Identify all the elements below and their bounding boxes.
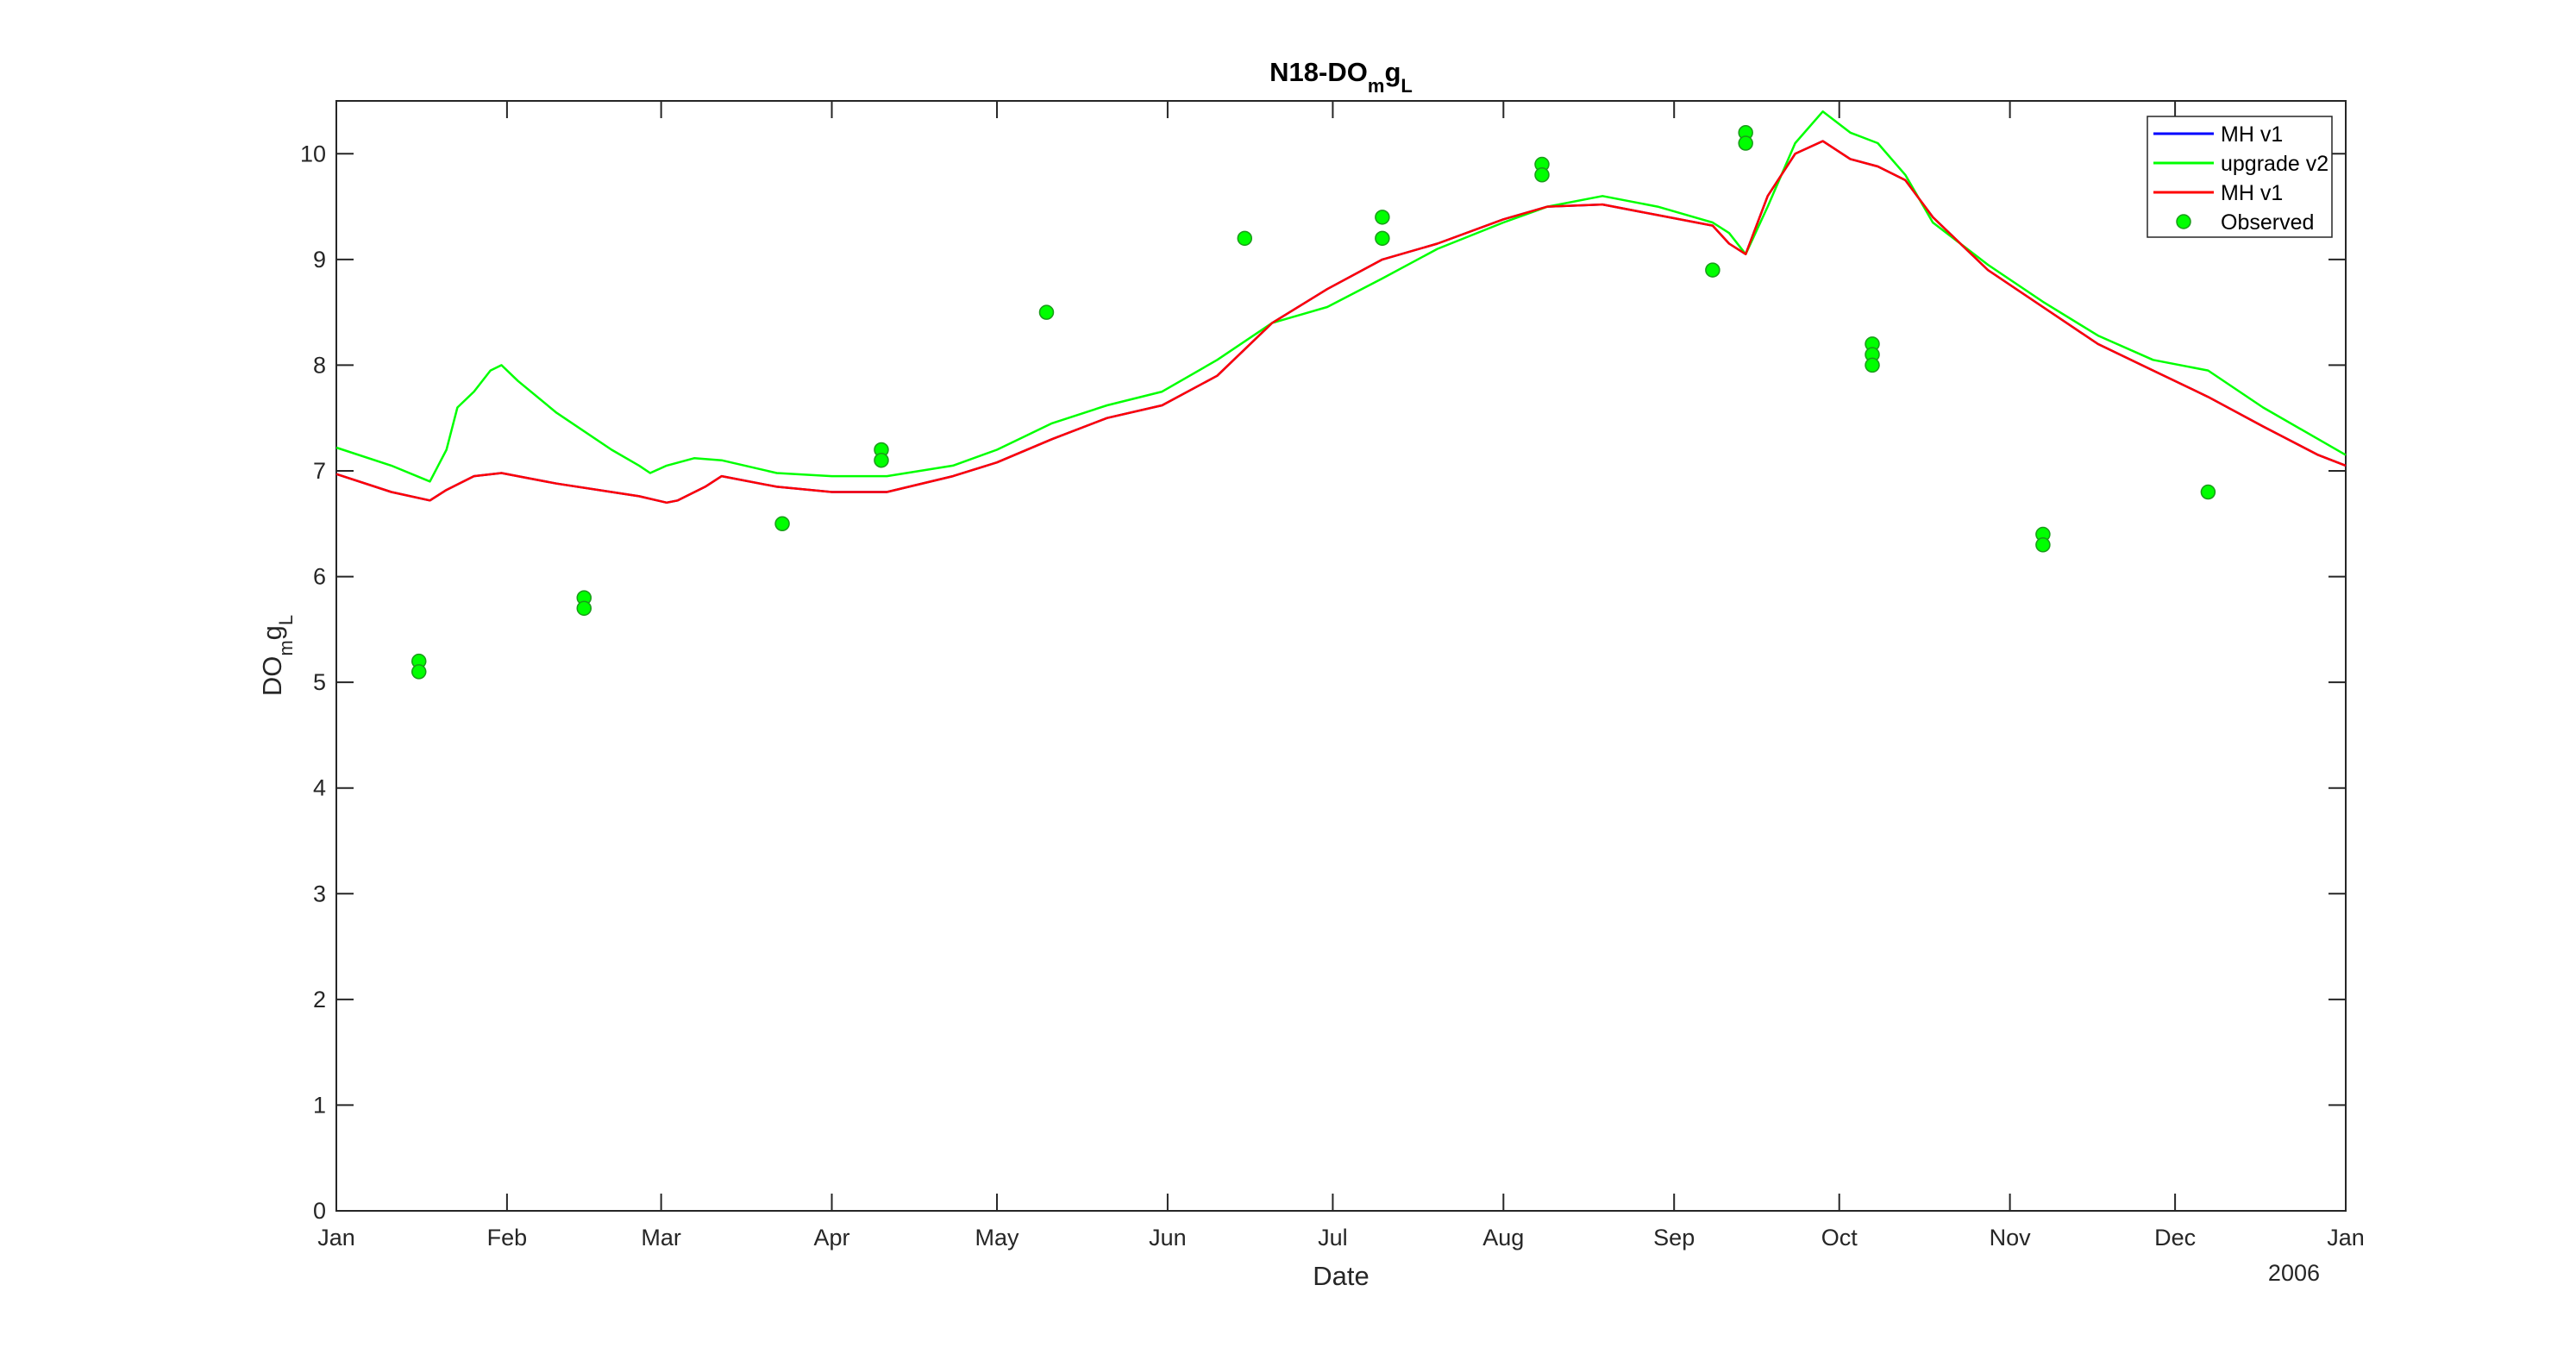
y-tick-label: 7 (313, 458, 326, 484)
observed-point (2200, 484, 2216, 500)
x-tick-label: Oct (1821, 1225, 1858, 1251)
observed-point (1038, 304, 1055, 320)
y-tick-label: 0 (313, 1198, 326, 1224)
y-tick-label: 2 (313, 987, 326, 1012)
legend: MH v1 upgrade v2 MH v1 Observed (2147, 116, 2333, 238)
x-tick-label: Apr (814, 1225, 850, 1251)
legend-entry-label: Observed (2221, 210, 2314, 235)
y-axis-label-sub: m (275, 640, 297, 655)
x-axis-label: Date (1313, 1261, 1369, 1291)
x-tick-label: Aug (1482, 1225, 1524, 1251)
x-tick-label: Mar (641, 1225, 681, 1251)
year-label: 2006 (2268, 1260, 2320, 1286)
y-tick-label: 5 (313, 669, 326, 695)
x-tick-label: Nov (1990, 1225, 2032, 1251)
y-tick-label: 6 (313, 564, 326, 590)
x-tick-label: Jan (2327, 1225, 2365, 1251)
y-axis-ticks: 0 1 2 3 4 5 6 7 8 9 10 (300, 141, 2346, 1224)
x-tick-label: May (975, 1225, 1020, 1251)
observed-point (1375, 210, 1390, 225)
y-axis-label-sub2: L (275, 615, 297, 625)
x-axis-ticks: Jan Feb Mar Apr May Jun Jul Aug Sep Oct Nov Dec Jan (317, 101, 2365, 1251)
series-layer (335, 110, 2347, 680)
series-line-3 (335, 140, 2347, 505)
y-tick-label: 3 (313, 881, 326, 906)
y-tick-label: 9 (313, 247, 326, 273)
y-tick-label: 10 (300, 141, 326, 166)
observed-point (1705, 262, 1720, 278)
x-tick-label: Jul (1318, 1225, 1348, 1251)
x-tick-label: Dec (2154, 1225, 2196, 1251)
legend-entry-label: MH v1 (2221, 122, 2283, 147)
observed-point (1375, 230, 1390, 247)
observed-point (576, 600, 592, 617)
x-tick-label: Sep (1653, 1225, 1695, 1251)
observed-point (874, 452, 889, 468)
x-tick-label: Jan (317, 1225, 355, 1251)
chart-title-sub: m (1368, 75, 1385, 97)
chart-title-suffix: g (1384, 57, 1401, 87)
y-tick-label: 8 (313, 352, 326, 378)
y-axis-label: DOmgL (257, 615, 297, 696)
chart-title-sub2: L (1401, 75, 1412, 97)
y-axis-label-main: DO (257, 656, 287, 697)
x-tick-label: Jun (1149, 1225, 1187, 1251)
y-tick-label: 1 (313, 1092, 326, 1118)
chart-title: N18-DOmgL (1269, 57, 1413, 97)
observed-point (1534, 167, 1550, 183)
observed-point (1738, 135, 1753, 151)
legend-swatch-marker (2176, 214, 2191, 229)
observed-point (1237, 230, 1253, 247)
legend-items: MH v1 upgrade v2 MH v1 Observed (2153, 122, 2328, 235)
observed-point (774, 516, 790, 532)
legend-entry-label: MH v1 (2221, 181, 2283, 205)
x-tick-label: Feb (487, 1225, 528, 1251)
y-tick-label: 4 (313, 775, 326, 801)
plot-area (335, 100, 2347, 1212)
observed-point (1865, 357, 1880, 373)
observed-point (2035, 537, 2051, 553)
observed-point (411, 664, 427, 680)
chart-title-main: N18-DO (1269, 57, 1368, 87)
legend-entry-label: upgrade v2 (2221, 152, 2328, 176)
y-axis-label-suffix: g (257, 625, 287, 640)
